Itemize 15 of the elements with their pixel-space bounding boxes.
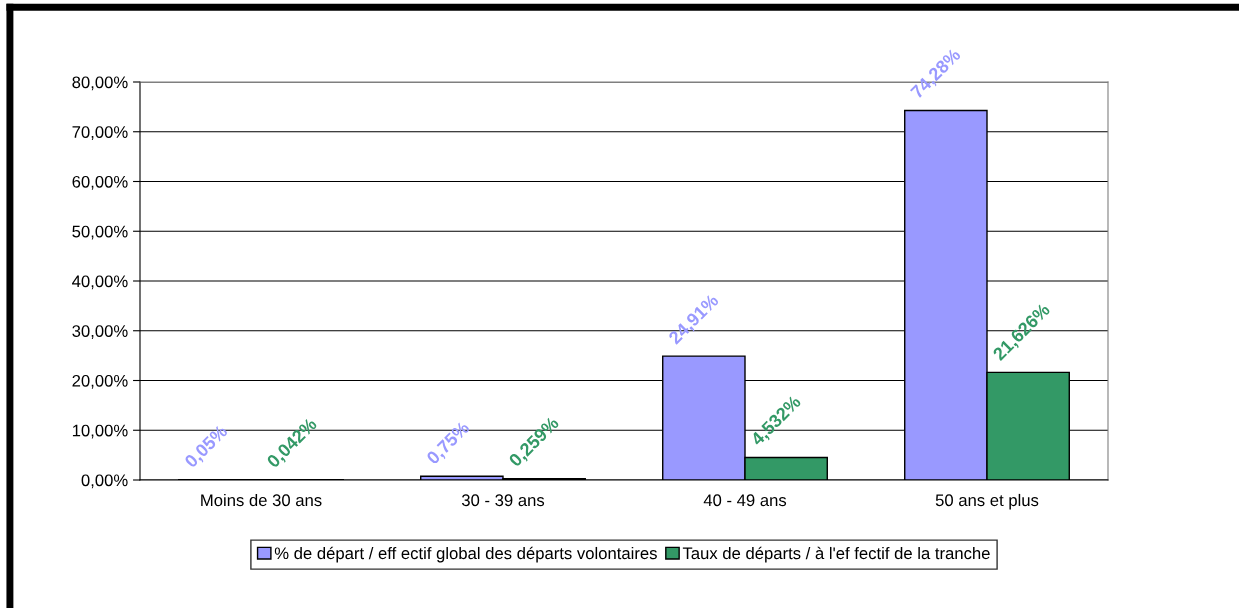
y-tick-label: 10,00%: [72, 424, 128, 439]
x-tick-label: 30 - 39 ans: [461, 494, 545, 507]
x-tick-label: 50 ans et plus: [935, 493, 1039, 510]
legend-label: % de départ / eff ectif global des départs volontaires: [274, 546, 657, 563]
y-tick-label: 80,00%: [72, 76, 128, 91]
y-tick-label: 20,00%: [72, 374, 128, 389]
y-tick-label: 30,00%: [72, 325, 128, 339]
x-tick-label: 40 - 49 ans: [703, 494, 787, 507]
y-tick-label: 0,00%: [81, 474, 128, 489]
y-tick-label: 50,00%: [72, 225, 128, 240]
x-tick-label: Moins de 30 ans: [201, 493, 322, 507]
legend-label: Taux de départs / à l'ef fectif de la tranche: [682, 546, 990, 563]
y-tick-label: 70,00%: [72, 126, 128, 140]
y-tick-label: 40,00%: [72, 275, 128, 290]
y-tick-label: 60,00%: [72, 175, 128, 190]
